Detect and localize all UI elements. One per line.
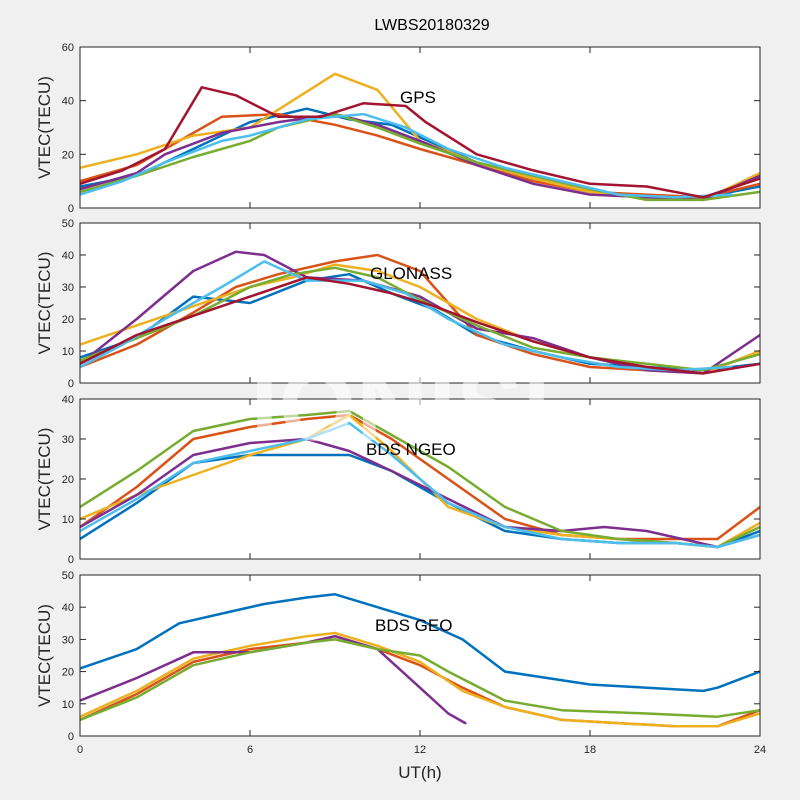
series-line-5 (80, 266, 760, 372)
series-line-1 (80, 593, 760, 693)
plot-area (80, 47, 760, 208)
watermark: IONISE (251, 350, 590, 462)
series-group (80, 409, 760, 549)
figure-title: LWBS20180329 (374, 17, 489, 34)
x-tick-label: 18 (584, 744, 596, 756)
series-line-4 (80, 437, 760, 549)
y-tick-label: 60 (62, 42, 74, 54)
y-tick-label: 0 (68, 554, 74, 566)
panel-annotation: GPS (400, 88, 436, 107)
x-tick-label: 12 (414, 744, 426, 756)
panel-1: 0 20 40 60 VTEC(TECU) GPS (35, 42, 761, 215)
series-line-5 (80, 112, 760, 202)
y-tick-label: 20 (62, 667, 74, 679)
y-tick-label: 40 (62, 96, 74, 108)
series-line-6 (80, 112, 733, 199)
panel-annotation: GLONASS (370, 264, 452, 283)
y-axis-label: VTEC(TECU) (35, 604, 54, 707)
y-axis-label: VTEC(TECU) (35, 428, 54, 531)
y-axis-label: VTEC(TECU) (35, 252, 54, 355)
y-tick-label: 30 (62, 634, 74, 646)
y-tick-label: 0 (68, 378, 74, 390)
y-tick-label: 10 (62, 346, 74, 358)
y-tick-label: 10 (62, 699, 74, 711)
series-line-6 (80, 421, 760, 549)
series-group (80, 593, 760, 728)
panel-2: 0 10 20 30 40 50 VTEC(TECU) GLONASS (35, 218, 761, 390)
x-axis-label: UT(h) (398, 763, 441, 782)
y-tick-label: 10 (62, 514, 74, 526)
y-tick-label: 50 (62, 570, 74, 582)
y-tick-label: 0 (68, 731, 74, 743)
series-line-2 (80, 253, 760, 375)
x-tick-label: 0 (77, 744, 83, 756)
y-tick-label: 0 (68, 203, 74, 215)
series-line-7 (80, 86, 760, 199)
y-tick-label: 30 (62, 434, 74, 446)
y-tick-label: 40 (62, 602, 74, 614)
y-tick-label: 50 (62, 218, 74, 230)
y-tick-label: 40 (62, 394, 74, 406)
series-line-3 (80, 631, 760, 728)
y-tick-label: 20 (62, 314, 74, 326)
panel-3: 0 10 20 30 40 VTEC(TECU) BDS NGEO (35, 394, 761, 566)
y-tick-label: 20 (62, 474, 74, 486)
y-tick-label: 20 (62, 149, 74, 161)
series-line-5 (80, 638, 760, 722)
y-tick-label: 40 (62, 250, 74, 262)
series-line-6 (80, 260, 733, 372)
series-group (80, 250, 760, 375)
series-line-4 (80, 634, 467, 725)
series-line-7 (80, 276, 760, 375)
series-line-2 (80, 413, 760, 541)
panel-4: 0 10 20 30 40 50 0 6 12 18 24 VTEC(TECU) BDS GEO (35, 570, 766, 756)
y-tick-label: 30 (62, 282, 74, 294)
x-tick-label: 24 (754, 744, 766, 756)
y-axis-label: VTEC(TECU) (35, 76, 54, 179)
series-group (80, 72, 760, 202)
x-tick-label: 6 (247, 744, 253, 756)
panel-annotation: BDS GEO (375, 616, 452, 635)
panel-annotation: BDS NGEO (366, 440, 456, 459)
